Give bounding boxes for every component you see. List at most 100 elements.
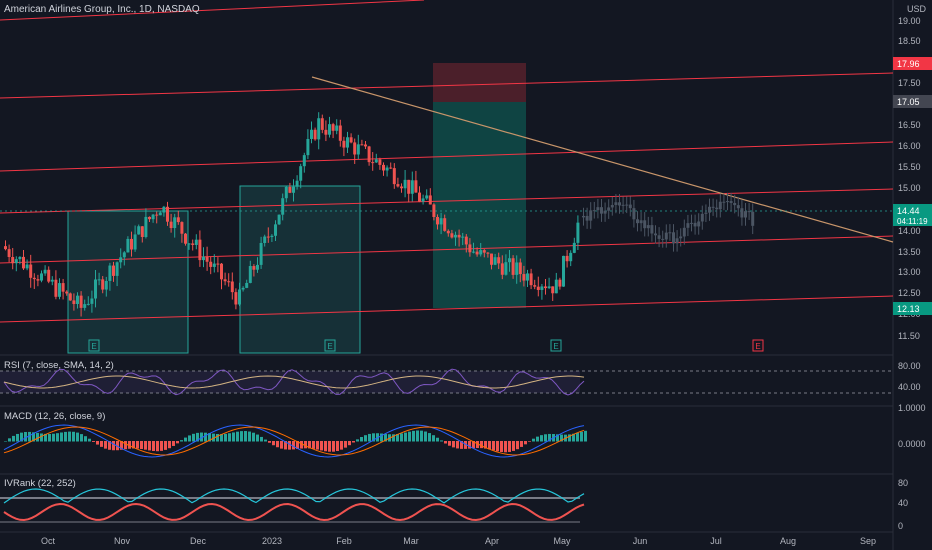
ivrank-pane-label: IVRank (22, 252) <box>4 478 76 489</box>
candle-body <box>166 206 169 222</box>
candle-body <box>335 125 339 131</box>
channel-line <box>0 188 894 214</box>
candle-body <box>482 250 486 253</box>
macd-histogram-bar <box>64 431 67 442</box>
candle-body <box>256 264 259 270</box>
candle-body <box>248 266 252 283</box>
macd-histogram-bar <box>100 441 103 447</box>
candle-body <box>385 167 389 171</box>
candle-body <box>115 262 119 276</box>
macd-histogram-bar <box>160 441 163 451</box>
price-tick: 19.00 <box>898 16 921 26</box>
macd-histogram-bar <box>296 441 299 449</box>
candle-body <box>392 168 396 185</box>
price-badge-value: 12.13 <box>897 304 920 314</box>
macd-histogram-bar <box>4 441 7 442</box>
candle-body <box>346 137 349 148</box>
macd-histogram-bar <box>472 441 475 449</box>
candle-body <box>61 283 65 292</box>
time-axis-tick: Jul <box>710 536 722 546</box>
candle-body <box>32 277 36 280</box>
macd-histogram-bar <box>476 441 479 449</box>
projection-body <box>632 208 636 220</box>
candle-body <box>72 300 76 304</box>
candle-body <box>263 236 267 243</box>
candle-body <box>130 238 133 250</box>
macd-histogram-bar <box>24 431 27 442</box>
projection-body <box>729 201 733 203</box>
candle-body <box>4 246 7 250</box>
time-axis-tick: Aug <box>780 536 796 546</box>
projection-body <box>668 232 672 234</box>
macd-histogram-bar <box>204 432 207 442</box>
macd-pane-label: MACD (12, 26, close, 9) <box>4 411 106 422</box>
macd-histogram-bar <box>176 441 179 444</box>
candle-body <box>292 186 295 193</box>
macd-histogram-bar <box>468 441 471 449</box>
macd-histogram-bar <box>504 441 507 453</box>
macd-histogram-bar <box>540 435 543 442</box>
macd-signal-line <box>3 426 585 456</box>
candle-body <box>356 144 360 155</box>
candle-body <box>576 222 580 243</box>
projection-body <box>643 220 647 229</box>
macd-histogram-bar <box>408 431 411 442</box>
macd-histogram-bar <box>348 441 351 446</box>
macd-histogram-bar <box>16 433 19 442</box>
candle-body <box>86 303 90 305</box>
candle-body <box>180 222 184 234</box>
macd-histogram-bar <box>520 441 523 447</box>
price-tick: 15.50 <box>898 162 921 172</box>
candle-body <box>475 251 479 255</box>
projection-body <box>628 204 632 209</box>
candle-body <box>518 262 522 275</box>
macd-histogram-bar <box>208 433 211 442</box>
candle-body <box>184 233 187 244</box>
candle-body <box>58 283 61 297</box>
channel-line <box>0 295 894 323</box>
macd-histogram-bar <box>56 433 59 442</box>
candle-body <box>281 198 285 215</box>
macd-histogram-bar <box>128 441 131 449</box>
channel-line <box>0 235 894 264</box>
candle-body <box>540 286 544 290</box>
macd-histogram-bar <box>412 430 415 442</box>
candle-body <box>464 236 468 245</box>
macd-histogram-bar <box>580 431 583 442</box>
candle-body <box>94 279 97 299</box>
projection-body <box>639 220 643 224</box>
macd-histogram-bar <box>68 431 71 442</box>
candle-body <box>508 258 511 263</box>
candle-body <box>331 124 335 131</box>
candle-body <box>162 206 166 213</box>
candle-body <box>22 256 25 269</box>
macd-histogram-bar <box>284 441 287 450</box>
candle-body <box>572 242 576 253</box>
price-badge <box>893 302 932 315</box>
candle-body <box>14 259 18 264</box>
macd-histogram-bar <box>420 430 423 442</box>
candle-body <box>493 257 497 265</box>
earnings-marker <box>752 339 764 352</box>
candle-body <box>443 218 447 231</box>
macd-histogram-bar <box>316 441 319 450</box>
projection-body <box>650 225 654 234</box>
candle-body <box>29 264 33 278</box>
projection-body <box>596 207 600 211</box>
macd-histogram-bar <box>544 434 547 442</box>
macd-histogram-bar <box>232 432 235 442</box>
projection-body <box>693 222 697 227</box>
candle-body <box>526 273 529 281</box>
candle-body <box>378 159 382 165</box>
candle-body <box>11 257 15 264</box>
projection-body <box>589 210 593 221</box>
price-badge-value: 17.05 <box>897 97 920 107</box>
macd-histogram-bar <box>444 441 447 444</box>
candle-body <box>198 239 202 261</box>
macd-histogram-bar <box>320 441 323 451</box>
price-badge-countdown: 04:11:19 <box>897 217 928 226</box>
candle-body <box>299 166 303 181</box>
candle-body <box>497 257 501 264</box>
macd-histogram-bar <box>516 441 519 450</box>
